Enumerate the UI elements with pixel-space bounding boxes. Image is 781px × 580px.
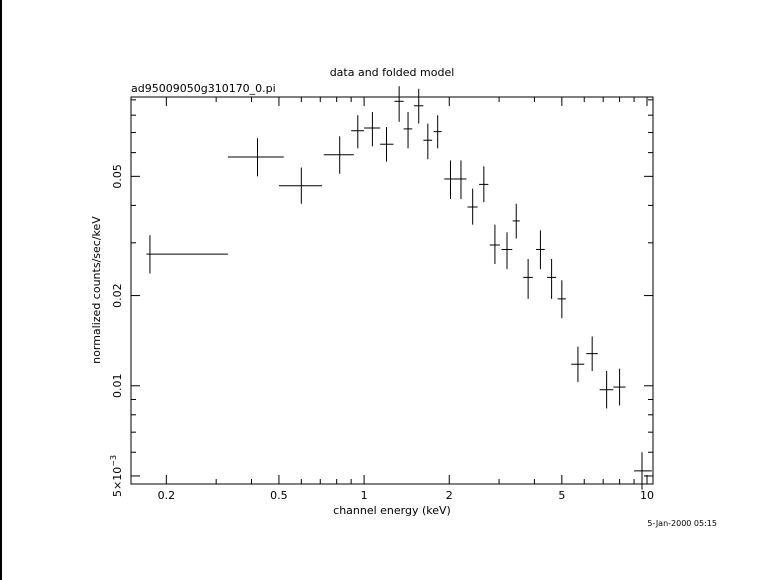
x-tick-label: 5 bbox=[558, 489, 565, 502]
data-point bbox=[423, 123, 433, 160]
x-axis-label: channel energy (keV) bbox=[333, 504, 451, 517]
data-point bbox=[467, 188, 478, 225]
data-point bbox=[535, 230, 545, 270]
data-point bbox=[599, 371, 614, 409]
data-point bbox=[433, 115, 442, 149]
data-point bbox=[364, 111, 381, 147]
y-tick-label: 0.05 bbox=[111, 164, 124, 189]
data-point bbox=[501, 232, 513, 270]
y-tick-label: 0.01 bbox=[111, 374, 124, 399]
data-point bbox=[557, 280, 566, 319]
x-tick-label: 0.2 bbox=[158, 489, 176, 502]
y-tick-label-group: 0.05 bbox=[111, 164, 124, 189]
y-tick-label-group: 0.02 bbox=[111, 283, 124, 308]
data-point bbox=[394, 86, 404, 122]
data-point bbox=[512, 203, 520, 239]
x-tick-label: 1 bbox=[361, 489, 368, 502]
left-edge-rule bbox=[0, 0, 2, 580]
data-point bbox=[489, 224, 500, 264]
data-point bbox=[523, 258, 533, 299]
plot-frame bbox=[130, 96, 654, 485]
data-point bbox=[278, 167, 323, 204]
x-tick-label: 2 bbox=[446, 489, 453, 502]
x-tick-label: 0.5 bbox=[270, 489, 288, 502]
y-tick-exponent: −3 bbox=[109, 455, 118, 467]
data-point bbox=[586, 336, 598, 372]
data-point bbox=[634, 452, 652, 490]
data-point bbox=[479, 166, 489, 203]
data-points bbox=[146, 86, 652, 490]
data-point bbox=[546, 258, 557, 299]
timestamp: 5-Jan-2000 05:15 bbox=[647, 519, 717, 528]
data-point bbox=[403, 111, 413, 149]
data-point bbox=[571, 346, 585, 382]
data-point bbox=[146, 235, 228, 274]
data-point bbox=[455, 160, 467, 200]
y-tick-label: 5×10−3 bbox=[109, 455, 124, 497]
data-point bbox=[351, 115, 365, 149]
chart-title: data and folded model bbox=[330, 66, 455, 79]
data-point bbox=[323, 136, 354, 174]
data-point bbox=[613, 368, 626, 406]
axis-ticks bbox=[131, 97, 653, 484]
chart-subtitle: ad95009050g310170_0.pi bbox=[131, 82, 276, 95]
data-point bbox=[227, 138, 284, 177]
y-axis-label: normalized counts/sec/keV bbox=[90, 216, 103, 364]
x-tick-label: 10 bbox=[640, 489, 654, 502]
y-tick-label: 0.02 bbox=[111, 283, 124, 308]
data-point bbox=[444, 160, 457, 200]
y-tick-label-group: 0.01 bbox=[111, 374, 124, 399]
y-tick-labels: 5×10−3 0.01 0.02 0.05 bbox=[109, 164, 124, 497]
y-tick-label-group: 5×10−3 bbox=[109, 455, 124, 497]
x-tick-labels: 0.2 0.5 1 2 5 10 bbox=[158, 489, 654, 502]
data-point bbox=[413, 88, 424, 124]
data-point bbox=[380, 127, 394, 162]
